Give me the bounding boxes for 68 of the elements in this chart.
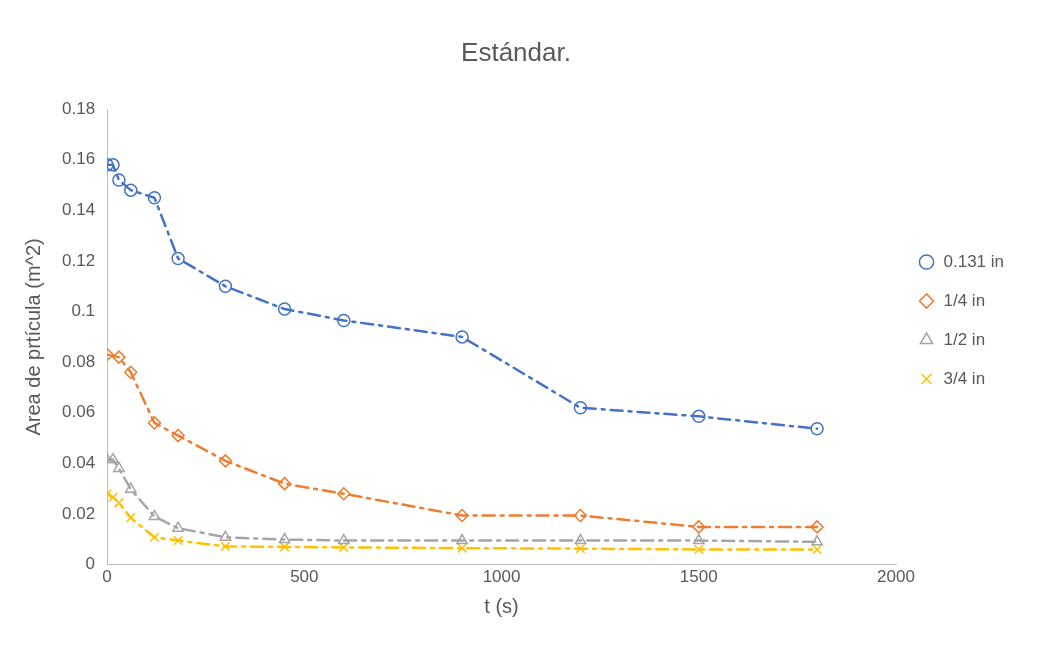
point xyxy=(337,533,350,545)
y-tick-label: 0.02 xyxy=(61,503,96,523)
point xyxy=(113,497,124,508)
y-axis-title: Area de prtícula (m^2) xyxy=(21,238,44,436)
y-tick-label: 0.14 xyxy=(61,200,96,220)
y-tick-label: 0.08 xyxy=(61,351,96,371)
point xyxy=(148,509,161,521)
y-tick-label: 0.1 xyxy=(71,301,96,321)
point xyxy=(337,487,351,501)
point xyxy=(810,520,824,534)
point xyxy=(574,533,587,545)
y-tick-label: 0.06 xyxy=(61,402,96,422)
y-tick-label: 0.18 xyxy=(61,98,96,118)
point xyxy=(693,544,704,555)
point xyxy=(107,452,119,464)
point xyxy=(277,302,292,316)
point xyxy=(218,454,233,468)
point xyxy=(575,543,586,554)
point xyxy=(692,409,706,424)
point xyxy=(124,365,138,380)
y-tick-label: 0.16 xyxy=(61,149,96,169)
point xyxy=(124,183,138,197)
point xyxy=(171,428,185,443)
legend-label: 1/2 in xyxy=(943,329,986,349)
point xyxy=(692,520,706,534)
point xyxy=(456,533,469,545)
y-tick-label: 0.04 xyxy=(61,453,96,473)
point xyxy=(172,521,185,532)
point xyxy=(810,421,824,436)
legend-label: 0.131 in xyxy=(943,251,1004,271)
point xyxy=(337,313,351,328)
point xyxy=(455,330,469,344)
point xyxy=(147,416,162,430)
x-tick-label: 500 xyxy=(290,567,319,587)
point xyxy=(149,532,160,543)
y-tick-label: 0 xyxy=(85,554,96,574)
chart-title: Estándar. xyxy=(461,36,571,67)
legend-label: 3/4 in xyxy=(943,368,986,388)
point xyxy=(173,535,184,546)
x-tick-label: 1500 xyxy=(679,567,718,587)
point xyxy=(811,535,824,546)
point xyxy=(338,542,349,553)
legend-label: 1/4 in xyxy=(943,290,986,310)
point xyxy=(218,279,233,294)
point xyxy=(107,158,120,172)
y-tick-label: 0.12 xyxy=(61,250,96,270)
point xyxy=(112,173,126,187)
point xyxy=(108,492,118,503)
point xyxy=(277,476,292,491)
point xyxy=(457,543,468,554)
x-axis-title: t (s) xyxy=(484,594,519,617)
point xyxy=(147,191,162,205)
point xyxy=(573,508,588,523)
point xyxy=(125,512,136,523)
point xyxy=(219,530,232,542)
point xyxy=(692,533,705,545)
point xyxy=(171,251,185,266)
x-tick-label: 2000 xyxy=(877,567,915,587)
point xyxy=(573,400,588,415)
point xyxy=(220,541,231,552)
point xyxy=(812,544,823,555)
x-tick-label: 0 xyxy=(102,567,112,587)
point xyxy=(124,482,137,493)
x-tick-label: 1000 xyxy=(482,567,521,587)
point xyxy=(112,461,125,473)
point xyxy=(278,532,291,544)
point xyxy=(455,508,469,523)
point xyxy=(112,350,126,364)
